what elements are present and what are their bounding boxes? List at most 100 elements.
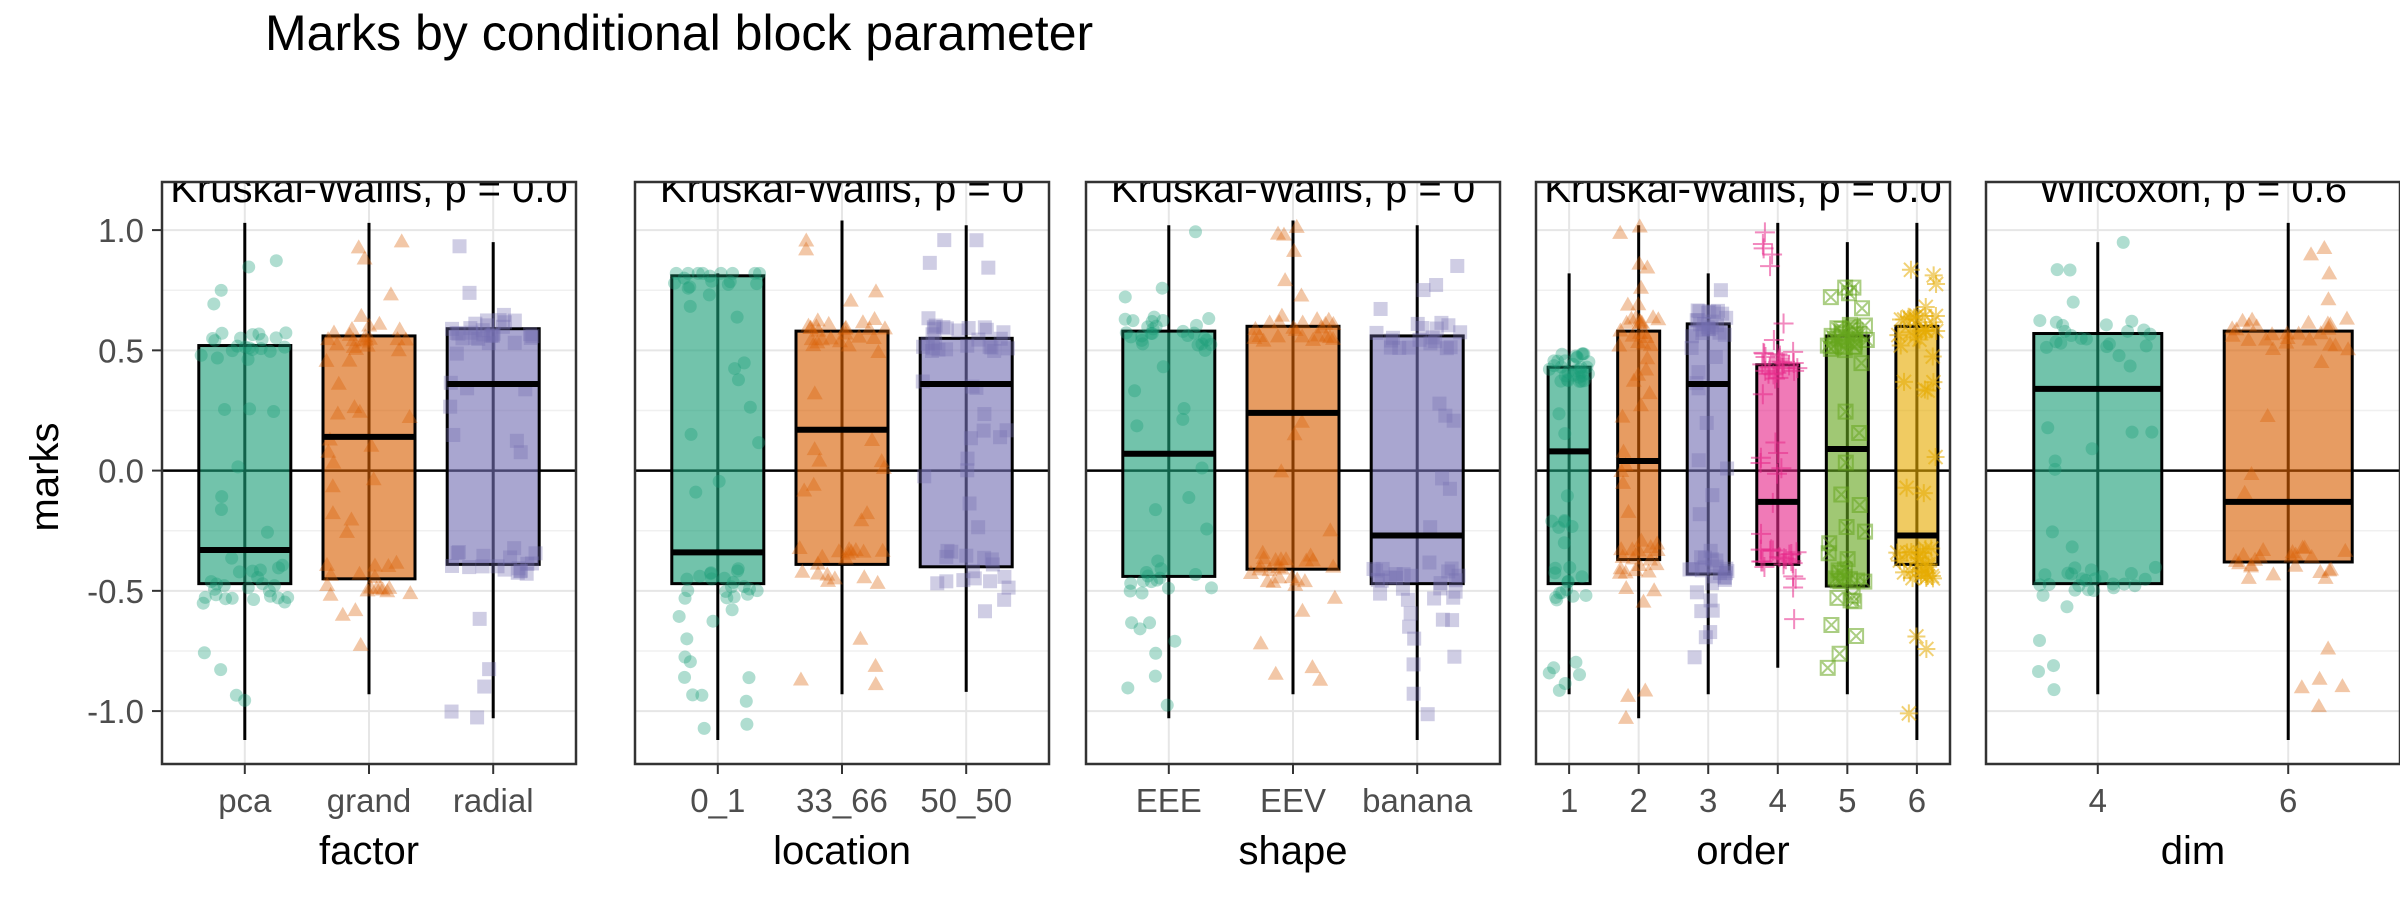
x-tick-label: 4: [1769, 782, 1787, 819]
data-point: [1322, 522, 1339, 537]
data-point: [842, 292, 859, 307]
data-point: [463, 321, 478, 336]
data-point: [242, 260, 256, 274]
data-point: [1136, 574, 1150, 588]
test-label-clip-group: Kruskal-Wallis, p = 0.0: [1544, 167, 1942, 211]
data-point: [1181, 329, 1195, 343]
data-point: [263, 589, 277, 603]
data-point: [1888, 543, 1907, 562]
data-point: [1625, 372, 1642, 387]
test-statistic-label: Kruskal-Wallis, p = 0.0: [1544, 167, 1942, 211]
data-point: [214, 663, 228, 677]
data-point: [389, 331, 406, 346]
data-point: [388, 554, 405, 569]
data-point: [726, 266, 740, 280]
data-point: [1846, 338, 1863, 355]
data-point: [956, 573, 971, 588]
data-point: [2284, 544, 2301, 559]
data-point: [1709, 559, 1724, 574]
data-point: [1617, 564, 1634, 579]
data-point: [1558, 514, 1572, 528]
data-point: [2112, 349, 2126, 363]
data-point: [2240, 316, 2257, 331]
data-point: [1252, 635, 1269, 650]
data-point: [1191, 338, 1205, 352]
data-point: [1554, 374, 1568, 388]
data-point: [743, 400, 757, 414]
data-point: [727, 590, 741, 604]
data-point: [742, 582, 756, 596]
data-point: [944, 544, 959, 559]
data-point: [1918, 381, 1937, 400]
data-point: [2107, 581, 2121, 595]
data-point: [256, 577, 270, 591]
data-point: [2087, 584, 2101, 598]
data-point: [271, 591, 285, 605]
data-point: [1581, 367, 1595, 381]
data-point: [2049, 335, 2063, 349]
data-point: [2313, 353, 2330, 368]
data-point: [2033, 578, 2047, 592]
data-point: [1695, 326, 1710, 341]
data-point: [255, 333, 269, 347]
data-point: [1617, 456, 1634, 471]
data-point: [2085, 442, 2099, 456]
data-point: [1926, 448, 1945, 467]
data-point: [714, 266, 728, 280]
data-point: [1631, 312, 1648, 327]
x-tick-label: banana: [1362, 782, 1473, 819]
data-point: [1630, 542, 1647, 557]
data-point: [1779, 355, 1800, 376]
data-point: [381, 579, 398, 594]
data-point: [1618, 314, 1635, 329]
data-point: [215, 326, 229, 340]
data-point: [1404, 568, 1419, 583]
data-point: [322, 586, 339, 601]
data-point: [1553, 586, 1567, 600]
data-point: [1632, 313, 1649, 328]
data-point: [1154, 562, 1168, 576]
data-point: [334, 606, 351, 621]
data-point: [1700, 319, 1715, 334]
data-point: [251, 571, 265, 585]
data-point: [1560, 583, 1574, 597]
data-point: [2084, 563, 2098, 577]
data-point: [1287, 576, 1304, 591]
data-point: [1763, 330, 1784, 351]
x-axis-title: dim: [2161, 829, 2225, 873]
data-point: [678, 670, 692, 684]
data-point: [681, 266, 695, 280]
data-point: [1135, 329, 1149, 343]
data-point: [2243, 556, 2260, 571]
data-point: [445, 558, 460, 573]
data-point: [1754, 222, 1775, 243]
x-axis-title: shape: [1239, 829, 1348, 873]
data-point: [507, 335, 522, 350]
data-point: [1707, 569, 1722, 584]
data-point: [345, 332, 362, 347]
data-point: [939, 574, 954, 589]
data-point: [1382, 570, 1397, 585]
data-point: [677, 271, 691, 285]
data-point: [252, 327, 266, 341]
data-point: [1441, 564, 1456, 579]
data-point: [1786, 542, 1807, 563]
data-point: [1613, 541, 1630, 556]
data-point: [1624, 541, 1641, 556]
data-point: [1699, 415, 1714, 430]
data-point: [361, 317, 378, 332]
data-point: [1705, 552, 1720, 567]
data-point: [689, 485, 703, 499]
data-point: [917, 469, 932, 484]
data-point: [1561, 365, 1575, 379]
data-point: [2068, 583, 2082, 597]
data-point: [1631, 324, 1648, 339]
data-point: [1547, 661, 1561, 675]
data-point: [1717, 570, 1732, 585]
data-point: [1242, 565, 1259, 580]
data-point: [2063, 263, 2077, 277]
data-point: [485, 328, 500, 343]
data-point: [1924, 266, 1943, 285]
data-point: [246, 328, 260, 342]
